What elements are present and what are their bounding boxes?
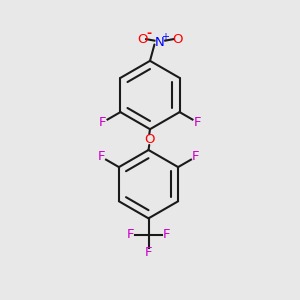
Text: -: - — [146, 27, 152, 40]
Text: F: F — [99, 116, 106, 129]
Text: N: N — [155, 36, 165, 49]
Text: F: F — [145, 246, 152, 259]
Text: F: F — [98, 151, 105, 164]
Text: O: O — [144, 133, 154, 146]
Text: F: F — [194, 116, 201, 129]
Text: +: + — [161, 32, 169, 42]
Text: F: F — [192, 151, 200, 164]
Text: F: F — [127, 228, 134, 241]
Text: O: O — [137, 33, 148, 46]
Text: F: F — [163, 228, 170, 241]
Text: O: O — [172, 33, 182, 46]
